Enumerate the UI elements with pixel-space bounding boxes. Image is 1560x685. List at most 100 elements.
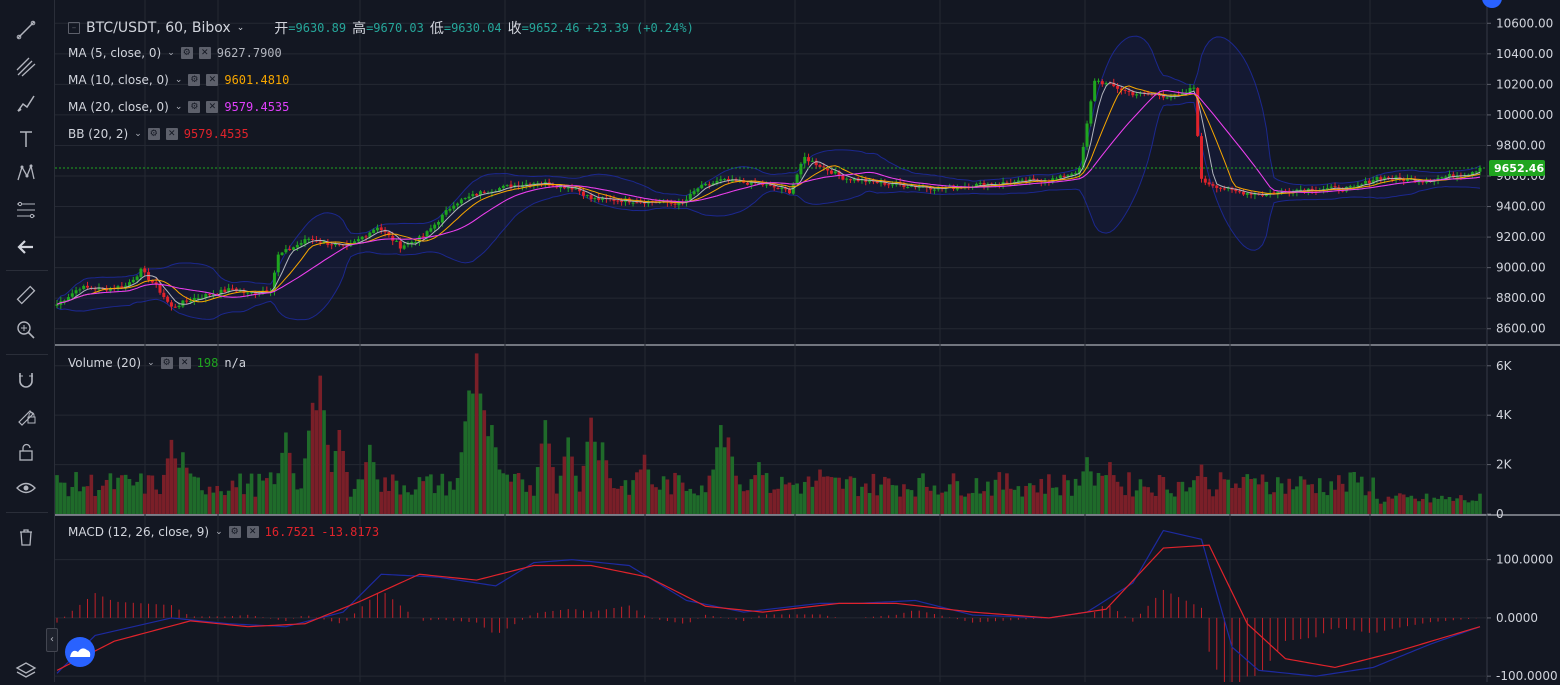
indicator-value: 9579.4535 <box>224 100 290 114</box>
indicator-ma10[interactable]: MA (10, close, 0) ⌄ ⚙ ✕ 9601.4810 <box>68 73 289 87</box>
volume-bar <box>818 469 822 514</box>
volume-bar <box>142 493 147 514</box>
candle-body <box>1119 88 1123 91</box>
volume-bar <box>768 492 773 514</box>
volume-bar <box>276 473 281 514</box>
settings-icon[interactable]: ⚙ <box>160 357 173 369</box>
close-icon[interactable]: ✕ <box>246 526 259 538</box>
candle-body <box>917 186 921 188</box>
volume-bar <box>127 479 132 514</box>
collapse-legend-icon[interactable]: – <box>68 22 80 34</box>
volume-bar <box>921 473 925 514</box>
fib-retracement-icon[interactable] <box>11 195 41 225</box>
volume-bar <box>1165 489 1169 514</box>
volume-bar <box>791 484 796 514</box>
close-icon[interactable]: ✕ <box>178 357 191 369</box>
volume-bar <box>1012 489 1017 514</box>
volume-bar <box>539 443 544 514</box>
volume-bar <box>154 489 158 514</box>
close-icon[interactable]: ✕ <box>206 101 219 113</box>
chevron-down-icon[interactable]: ⌄ <box>174 75 183 85</box>
chevron-down-icon[interactable]: ⌄ <box>215 527 223 537</box>
candle-body <box>444 210 448 215</box>
candle-body <box>1180 92 1184 95</box>
volume-bar <box>543 420 548 514</box>
volume-bar <box>490 425 494 514</box>
volume-bar <box>955 481 960 514</box>
candle-body <box>1200 136 1204 179</box>
pitchfork-icon[interactable] <box>11 52 41 82</box>
volume-bar <box>1348 472 1353 514</box>
settings-icon[interactable]: ⚙ <box>180 47 193 59</box>
settings-icon[interactable]: ⚙ <box>147 128 160 140</box>
trend-line-icon[interactable] <box>11 15 41 45</box>
volume-bar <box>837 477 841 514</box>
volume-bar <box>1394 495 1398 514</box>
candle-body <box>288 249 292 251</box>
trash-icon[interactable] <box>11 522 41 552</box>
volume-bar <box>165 458 170 514</box>
candle-body <box>1451 174 1455 178</box>
price-axis-tick-label: 9800.00 <box>1496 138 1546 152</box>
volume-bar <box>581 465 586 514</box>
volume-bar <box>341 451 345 514</box>
candle-body <box>208 294 212 296</box>
chevron-down-icon[interactable]: ⌄ <box>174 102 183 112</box>
collapse-toolbar-button[interactable]: ‹ <box>46 628 58 652</box>
volume-bar <box>528 485 532 514</box>
chevron-down-icon[interactable]: ⌄ <box>236 23 245 33</box>
volume-bar <box>482 410 487 514</box>
ma5-line <box>56 81 1481 305</box>
zoom-in-icon[interactable] <box>11 315 41 345</box>
macd-legend[interactable]: MACD (12, 26, close, 9) ⌄ ⚙ ✕ 16.7521 -13… <box>68 525 379 539</box>
volume-bar <box>215 485 220 514</box>
candle-body <box>1276 191 1280 195</box>
symbol-title[interactable]: BTC/USDT, 60, Bibox <box>86 20 231 36</box>
volume-bar <box>879 484 883 514</box>
close-icon[interactable]: ✕ <box>206 74 219 86</box>
eye-icon[interactable] <box>11 473 41 503</box>
close-icon[interactable]: ✕ <box>165 128 178 140</box>
unlock-icon[interactable] <box>11 437 41 467</box>
volume-bar <box>1276 477 1280 514</box>
volume-legend[interactable]: Volume (20) ⌄ ⚙ ✕ 198 n/a <box>68 356 246 370</box>
ruler-icon[interactable] <box>11 280 41 310</box>
arrow-left-icon[interactable] <box>11 232 41 262</box>
candle-body <box>322 241 326 243</box>
settings-round-button[interactable] <box>1482 0 1502 8</box>
magnet-icon[interactable] <box>11 365 41 395</box>
brush-icon[interactable] <box>11 88 41 118</box>
indicator-ma5[interactable]: MA (5, close, 0) ⌄ ⚙ ✕ 9627.7900 <box>68 46 282 60</box>
indicator-name: MA (10, close, 0) <box>68 73 169 87</box>
volume-bar <box>551 467 555 514</box>
chevron-down-icon[interactable]: ⌄ <box>167 48 175 58</box>
candle-body <box>93 288 97 290</box>
candle-body <box>1253 193 1257 196</box>
bb-fill <box>57 36 1480 320</box>
indicator-ma20[interactable]: MA (20, close, 0) ⌄ ⚙ ✕ 9579.4535 <box>68 100 289 114</box>
pattern-icon[interactable] <box>11 158 41 188</box>
tradingview-logo-icon[interactable] <box>65 637 95 667</box>
lock-drawing-icon[interactable] <box>11 400 41 430</box>
candle-body <box>70 293 74 297</box>
volume-bar <box>1005 473 1009 514</box>
volume-bar <box>1100 475 1105 514</box>
candle-body <box>1131 91 1135 96</box>
candle-body <box>776 187 780 189</box>
candle-body <box>1364 180 1368 184</box>
indicator-bb[interactable]: BB (20, 2) ⌄ ⚙ ✕ 9579.4535 <box>68 127 249 141</box>
volume-bar <box>726 437 731 514</box>
chevron-down-icon[interactable]: ⌄ <box>134 129 142 139</box>
text-icon[interactable] <box>11 124 41 154</box>
settings-icon[interactable]: ⚙ <box>188 101 201 113</box>
close-icon[interactable]: ✕ <box>198 47 211 59</box>
chart-area[interactable]: 10600.00 10400.00 10200.00 10000.00 9800.00 9… <box>55 0 1560 682</box>
candle-body <box>1436 178 1440 181</box>
settings-icon[interactable]: ⚙ <box>188 74 201 86</box>
candle-body <box>1112 82 1116 87</box>
chevron-down-icon[interactable]: ⌄ <box>147 358 155 368</box>
settings-icon[interactable]: ⚙ <box>228 526 241 538</box>
volume-bar <box>1203 476 1208 514</box>
candle-body <box>1158 94 1162 96</box>
layers-icon[interactable] <box>11 655 41 685</box>
